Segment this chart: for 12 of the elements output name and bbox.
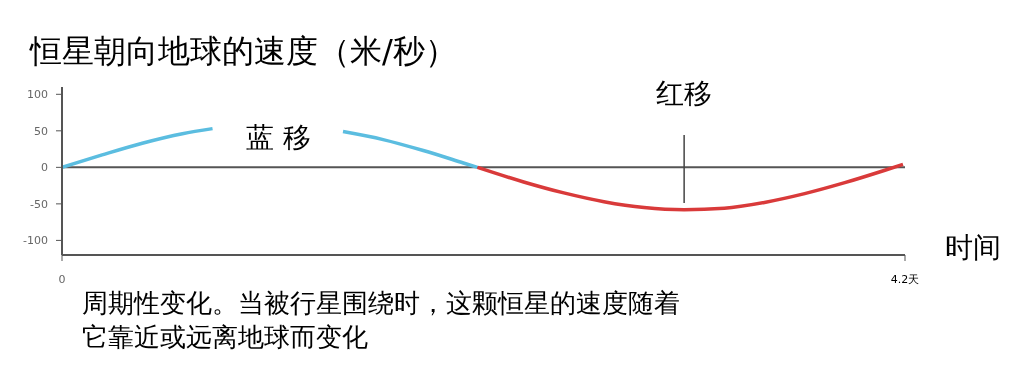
- text: 周期性变化。当被行星围绕时，这颗恒星的速度随着它靠近或远离地球而变化: [82, 287, 681, 354]
- x-tick-label: 4.2天: [890, 273, 920, 286]
- y-tick-label: -50: [30, 197, 48, 211]
- y-tick-label: 50: [34, 124, 48, 138]
- chart-title: 恒星朝向地球的速度（米/秒）: [30, 31, 457, 72]
- line-series: [475, 162, 905, 212]
- annotation: 红移: [656, 77, 713, 110]
- y-tick-label: 100: [27, 88, 48, 102]
- y-tick-label: -100: [23, 234, 48, 248]
- annotation: 蓝 移: [246, 121, 312, 154]
- y-tick-label: 0: [41, 161, 48, 175]
- x-axis-title: 时间: [945, 231, 1001, 264]
